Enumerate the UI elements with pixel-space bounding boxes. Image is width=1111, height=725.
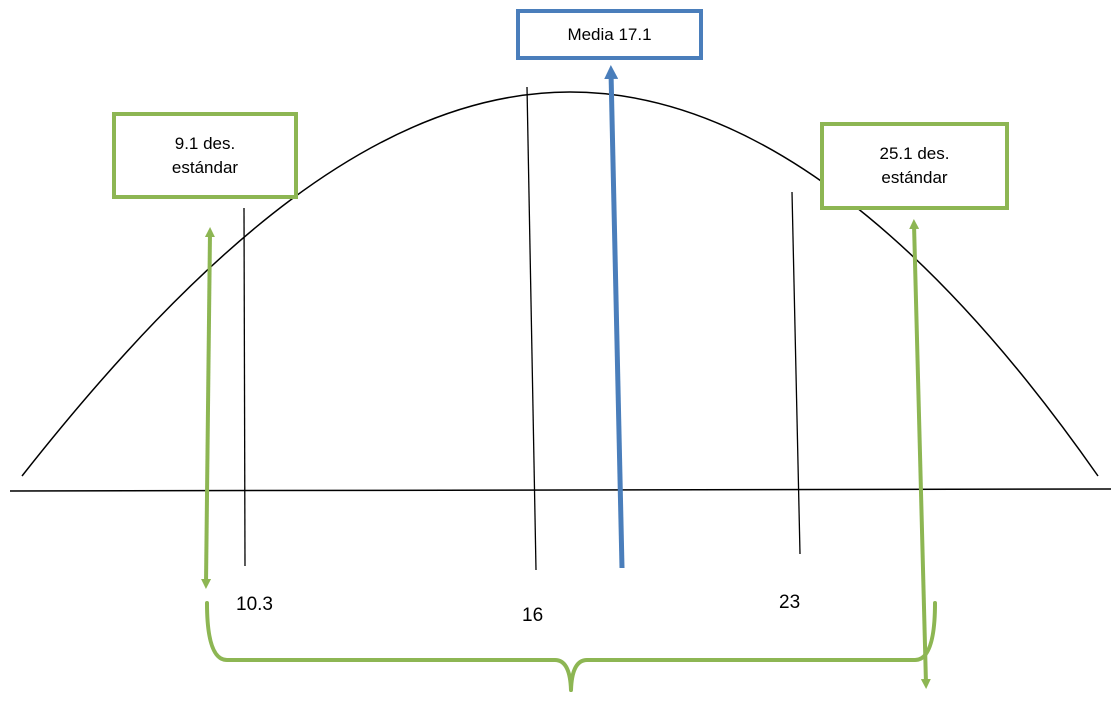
mean-label-box: Media 17.1: [516, 9, 703, 60]
tick-label-10-3: 10.3: [236, 594, 296, 616]
range-brace: [207, 603, 935, 690]
right-sd-line1: 25.1 des.: [880, 142, 950, 166]
left-sd-label-box: 9.1 des. estándar: [112, 112, 298, 199]
tick-label-23: 23: [779, 592, 819, 614]
right-sd-arrow: [914, 224, 926, 684]
right-sd-line2: estándar: [880, 166, 950, 190]
left-sd-arrow: [206, 232, 210, 584]
left-sd-line2: estándar: [172, 156, 238, 180]
mean-arrow: [611, 72, 622, 568]
baseline-axis: [10, 489, 1111, 491]
marker-line-10-3: [244, 208, 245, 566]
marker-line-16: [527, 87, 536, 570]
mean-label-text: Media 17.1: [567, 23, 651, 47]
tick-label-16: 16: [522, 605, 562, 627]
right-sd-label-box: 25.1 des. estándar: [820, 122, 1009, 210]
left-sd-line1: 9.1 des.: [172, 132, 238, 156]
marker-line-23: [792, 192, 800, 554]
